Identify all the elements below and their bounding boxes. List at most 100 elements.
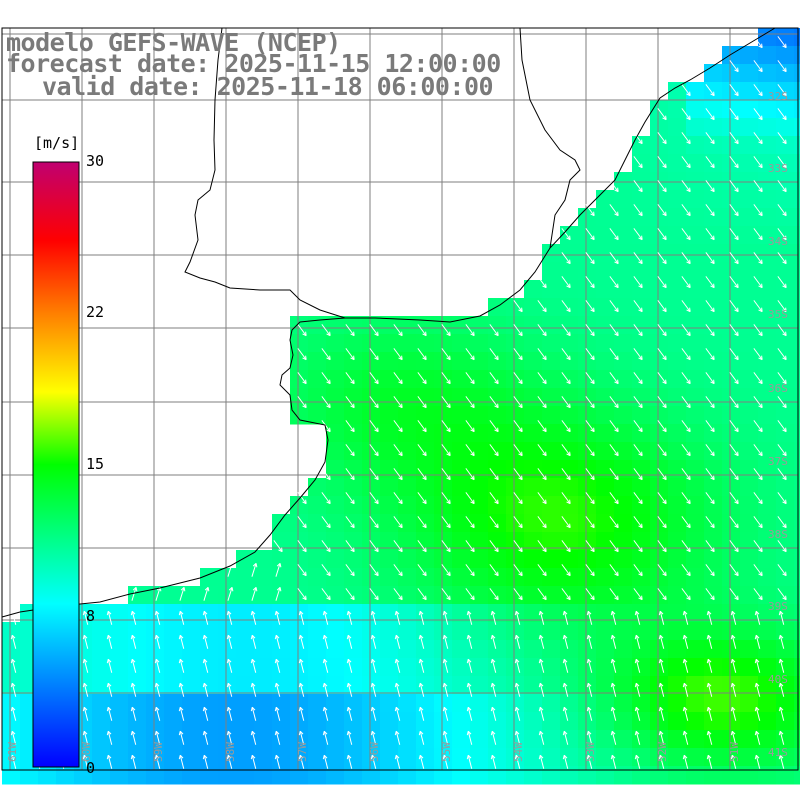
wind-cell (344, 442, 363, 461)
wind-cell (596, 676, 615, 695)
wind-arrow (561, 300, 571, 313)
colorbar-tick-0: 0 (86, 759, 96, 777)
wind-cell (650, 460, 669, 479)
wind-arrow (657, 300, 667, 313)
wind-cell (560, 586, 579, 605)
wind-cell (722, 352, 741, 371)
wind-cell (668, 514, 687, 533)
wind-cell (740, 532, 759, 551)
wind-arrow (705, 324, 715, 337)
wind-cell (470, 640, 489, 659)
wind-cell (470, 460, 489, 479)
wind-cell (686, 712, 705, 731)
wind-cell (506, 370, 525, 389)
wind-cell (704, 532, 723, 551)
wind-cell (704, 748, 723, 767)
wind-cell (758, 766, 777, 785)
wind-arrow (345, 372, 355, 385)
wind-cell (128, 766, 147, 785)
wind-arrow (82, 754, 89, 769)
wind-arrow (489, 396, 499, 409)
wind-cell (398, 694, 417, 713)
wind-cell (614, 208, 633, 227)
wind-cell (722, 46, 741, 65)
wind-arrow (441, 540, 451, 553)
wind-cell (578, 406, 597, 425)
wind-cell (290, 550, 309, 569)
wind-cell (614, 460, 633, 479)
wind-arrow (777, 36, 787, 49)
wind-arrow (10, 754, 17, 769)
wind-arrow (489, 348, 499, 361)
wind-arrow (106, 730, 113, 745)
wind-arrow (178, 658, 185, 673)
wind-arrow (537, 492, 547, 505)
wind-cell (362, 370, 381, 389)
wind-arrow (417, 324, 427, 337)
wind-cell (344, 532, 363, 551)
wind-arrow (489, 372, 499, 385)
wind-arrow (729, 180, 739, 193)
wind-cell (506, 460, 525, 479)
wind-arrow (345, 348, 355, 361)
wind-cell (272, 586, 291, 605)
wind-arrow (681, 372, 691, 385)
wind-cell (524, 586, 543, 605)
wind-arrow (321, 492, 331, 505)
wind-arrow (275, 562, 282, 577)
wind-cell (704, 118, 723, 137)
wind-cell (632, 586, 651, 605)
wind-cell (794, 172, 800, 191)
wind-arrow (657, 348, 667, 361)
wind-cell (704, 496, 723, 515)
wind-cell (452, 334, 471, 353)
wind-arrow (609, 588, 619, 601)
wind-cell (182, 712, 201, 731)
wind-cell (578, 460, 597, 479)
wind-cell (740, 424, 759, 443)
wind-cell (632, 262, 651, 281)
wind-cell (236, 550, 255, 569)
wind-arrow (321, 516, 331, 529)
wind-cell (326, 568, 345, 587)
wind-arrow (633, 588, 643, 601)
wind-cell (398, 748, 417, 767)
wind-arrow (106, 754, 113, 769)
wind-cell (578, 658, 597, 677)
wind-cell (416, 604, 435, 623)
wind-cell (560, 496, 579, 515)
wind-cell (686, 568, 705, 587)
wind-cell (722, 460, 741, 479)
wind-cell (542, 658, 561, 677)
wind-cell (722, 766, 741, 785)
wind-cell (776, 262, 795, 281)
wind-cell (596, 352, 615, 371)
wind-cell (686, 280, 705, 299)
wind-arrow (754, 730, 761, 745)
wind-cell (398, 712, 417, 731)
wind-cell (56, 766, 75, 785)
wind-arrow (778, 682, 785, 697)
wind-cell (380, 604, 399, 623)
wind-arrow (705, 276, 715, 289)
wind-cell (254, 676, 273, 695)
wind-arrow (393, 564, 403, 577)
wind-cell (758, 532, 777, 551)
wind-cell (632, 658, 651, 677)
wind-cell (182, 694, 201, 713)
wind-cell (524, 532, 543, 551)
wind-cell (236, 604, 255, 623)
wind-cell (326, 604, 345, 623)
wind-cell (488, 712, 507, 731)
wind-arrow (729, 300, 739, 313)
wind-arrow (729, 228, 739, 241)
wind-cell (308, 388, 327, 407)
wind-cell (650, 406, 669, 425)
wind-cell (758, 100, 777, 119)
wind-cell (542, 694, 561, 713)
wind-arrow (681, 132, 691, 145)
wind-arrow (730, 610, 737, 625)
wind-arrow (561, 276, 571, 289)
wind-cell (668, 442, 687, 461)
wind-cell (272, 658, 291, 677)
